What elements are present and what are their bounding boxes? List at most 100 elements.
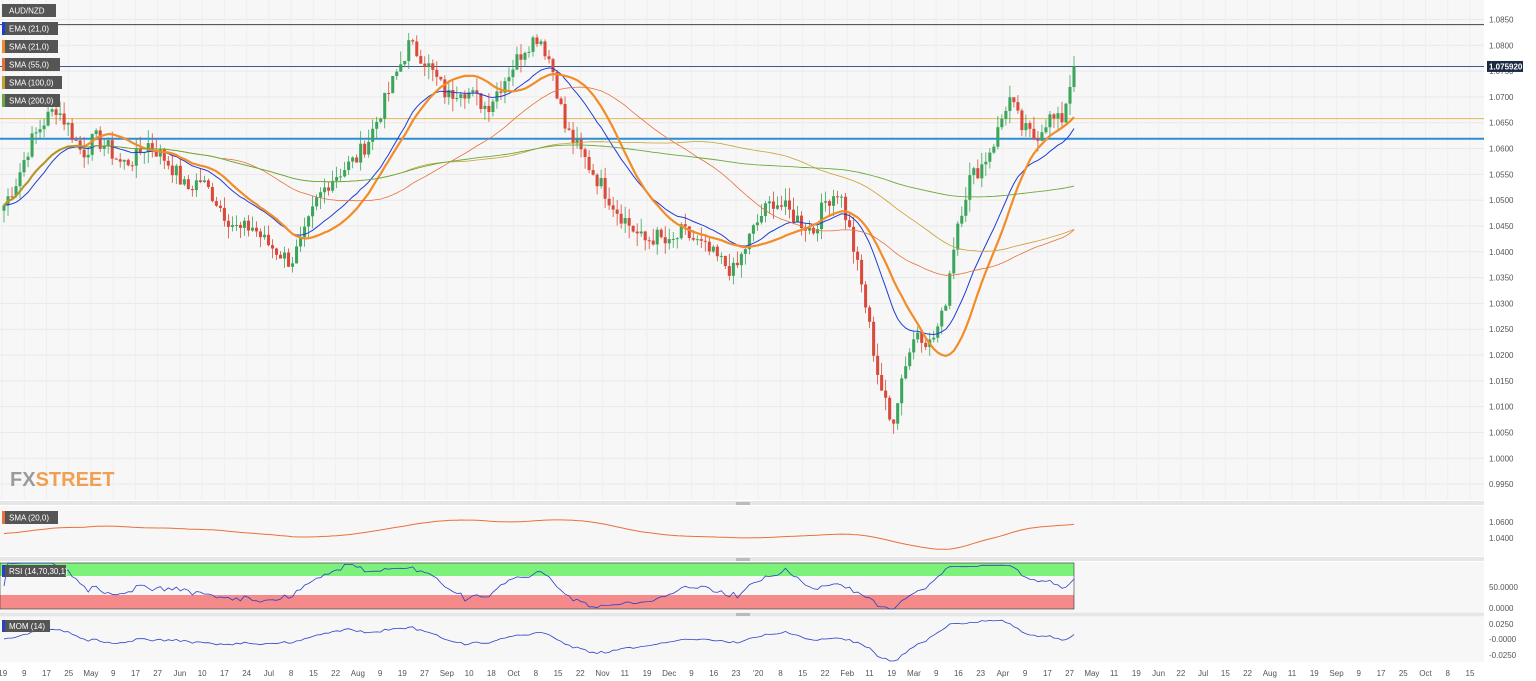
panel-resize-handle[interactable] (736, 502, 750, 505)
time-axis-tick: 10 (465, 669, 474, 678)
candle-body (852, 226, 856, 252)
candle-body (110, 140, 114, 159)
candle-body (206, 180, 210, 188)
candle-body (210, 187, 214, 202)
candle-body (771, 201, 775, 209)
candle-body (591, 170, 595, 175)
candle-body (944, 305, 948, 311)
candle-body (439, 76, 443, 80)
rsi-color-swatch (2, 565, 5, 577)
candle-body (932, 337, 936, 340)
candle-body (563, 104, 567, 129)
time-axis-tick: 9 (1023, 669, 1028, 678)
legend-button[interactable] (2, 40, 58, 53)
price-axis-tick: 1.0000 (1489, 454, 1514, 463)
candle-body (775, 205, 779, 209)
time-axis-tick: Jul (1198, 669, 1208, 678)
mom-axis-tick: -0.0000 (1489, 635, 1517, 644)
candle-body (735, 262, 739, 266)
candle-body (138, 148, 142, 154)
candle-body (607, 198, 611, 206)
legend-button[interactable] (2, 76, 62, 89)
time-axis-tick: 17 (131, 669, 140, 678)
candle-body (94, 130, 98, 135)
candle-body (763, 203, 767, 216)
legend-color-swatch (2, 76, 5, 89)
price-axis-tick: 1.0300 (1489, 299, 1514, 308)
candle-body (447, 90, 451, 98)
legend-button[interactable] (2, 22, 58, 35)
price-axis-tick: 1.0600 (1489, 145, 1514, 154)
legend-label: SMA (100,0) (9, 79, 54, 88)
candle-body (262, 234, 267, 238)
candle-body (743, 249, 747, 254)
candle-body (343, 170, 347, 177)
legend-button[interactable] (2, 4, 56, 17)
candle-body (988, 152, 992, 162)
candle-body (463, 94, 467, 99)
grid-lines (0, 18, 1484, 485)
sma20-label-button[interactable] (2, 511, 58, 524)
legend-button[interactable] (2, 94, 60, 107)
time-axis-tick: 15 (1466, 669, 1475, 678)
candle-body (411, 40, 415, 42)
indicator-legend[interactable]: AUD/NZD EMA (21,0) SMA (21,0) SMA (55,0) SMA… (2, 4, 62, 107)
candle-body (996, 127, 1000, 147)
candle-body (375, 121, 379, 129)
panel-resize-handle[interactable] (736, 613, 750, 616)
candle-body (455, 98, 459, 100)
candle-body (543, 41, 547, 57)
candle-body (615, 209, 619, 214)
legend-button[interactable] (2, 58, 60, 71)
candle-body (820, 202, 824, 230)
candle-body (511, 69, 515, 78)
time-axis-tick: Sep (440, 669, 455, 678)
candle-body (619, 213, 623, 224)
candle-body (864, 284, 868, 308)
sma20-line (3, 519, 1075, 550)
main-panel[interactable] (0, 0, 1484, 500)
candle-body (547, 56, 551, 60)
candle-body (1056, 113, 1060, 119)
rsi-subpanel: RSI (14,70,30,1) 50.0000 0.0000 (0, 562, 1518, 613)
time-axis-tick: 17 (1377, 669, 1386, 678)
candle-body (287, 252, 291, 267)
candle-body (876, 355, 880, 375)
candle-body (1068, 86, 1072, 104)
candle-body (559, 98, 563, 105)
candle-body (783, 200, 787, 207)
price-axis-tick: 1.0100 (1489, 403, 1514, 412)
candle-body (707, 241, 711, 252)
candle-body (162, 148, 166, 161)
candle-body (435, 69, 439, 77)
candle-body (824, 201, 828, 203)
rsi-label-button[interactable] (2, 565, 66, 577)
price-axis-tick: 1.0800 (1489, 41, 1514, 50)
sma20-panel[interactable] (0, 506, 1484, 556)
candle-body (283, 252, 287, 259)
time-axis-tick: 19 (643, 669, 652, 678)
candle-body (611, 205, 615, 210)
legend-color-swatch (2, 40, 5, 53)
candle-body (34, 132, 38, 134)
candle-body (1008, 97, 1012, 111)
mom-label-button[interactable] (2, 620, 50, 632)
candle-body (860, 259, 864, 285)
candle-body (868, 307, 872, 322)
candle-body (315, 197, 319, 207)
time-axis-tick: 15 (554, 669, 563, 678)
candle-body (948, 273, 952, 306)
candle-body (836, 196, 840, 198)
price-axis-tick: 1.0550 (1489, 170, 1514, 179)
candle-body (627, 218, 631, 226)
price-axis-panel (1484, 0, 1536, 681)
candle-body (14, 186, 18, 197)
mom-panel[interactable] (0, 617, 1484, 662)
mom-axis-tick: -0.0250 (1489, 651, 1517, 660)
candle-body (840, 196, 844, 198)
panel-resize-handle[interactable] (736, 558, 750, 561)
candle-body (186, 179, 190, 190)
candle-body (844, 196, 848, 221)
candle-body (274, 248, 279, 255)
